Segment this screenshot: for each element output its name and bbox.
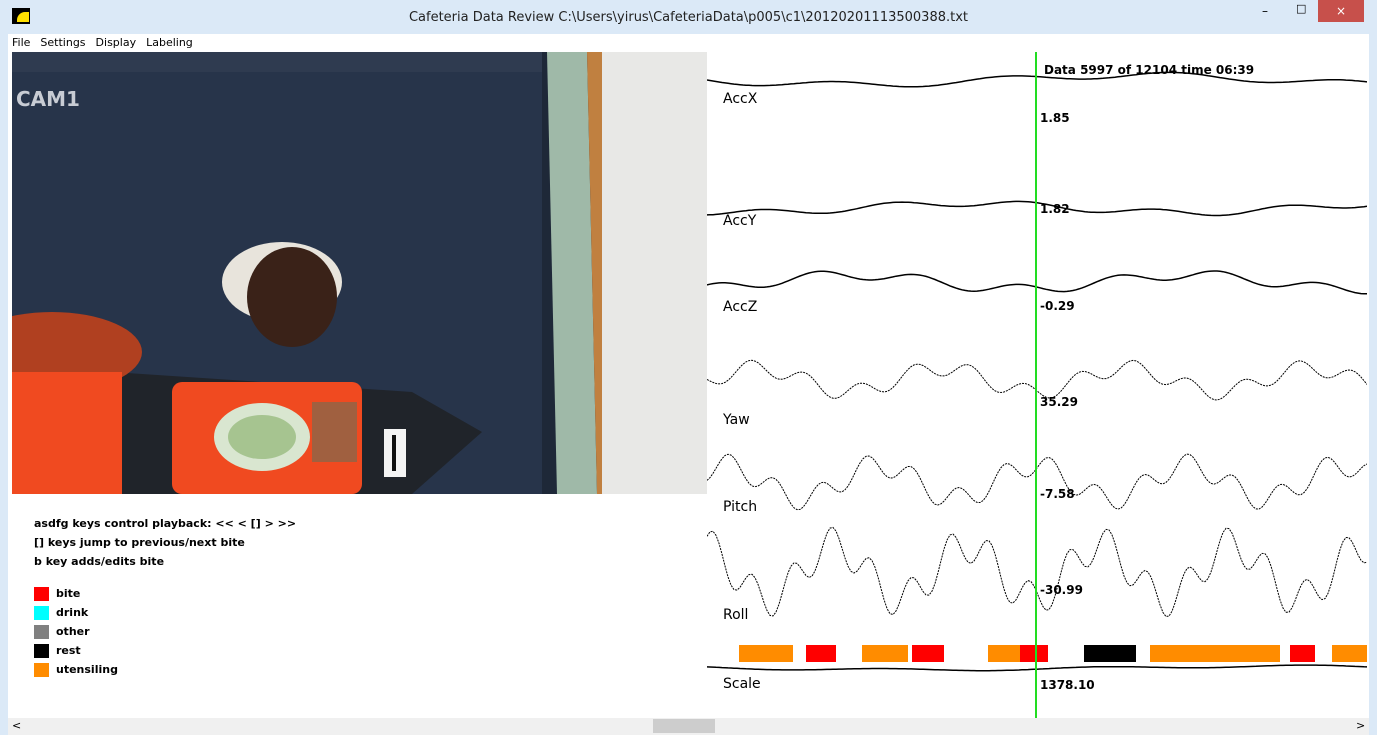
channel-label: AccX — [723, 91, 758, 107]
instruction-line: asdfg keys control playback: << < [] > >… — [34, 517, 297, 530]
legend-label: other — [56, 625, 90, 638]
legend-swatch — [34, 643, 49, 658]
legend-swatch — [34, 662, 49, 677]
legend-swatch — [34, 624, 49, 639]
legend-label: utensiling — [56, 663, 118, 676]
channel-label: Scale — [723, 676, 761, 692]
menu-item[interactable]: Settings — [40, 36, 86, 49]
video-frame: CAM1 — [12, 52, 707, 494]
scroll-thumb[interactable] — [653, 719, 715, 733]
channel-value: 1.85 — [1040, 111, 1070, 125]
channel-value: -30.99 — [1040, 583, 1083, 597]
window-title: Cafeteria Data Review C:\Users\yirus\Caf… — [408, 10, 969, 25]
channel-value: -7.58 — [1040, 487, 1075, 501]
label-bars — [739, 645, 1367, 662]
menu-item[interactable]: Display — [95, 36, 137, 49]
legend-label: bite — [56, 587, 81, 600]
legend-item: rest — [34, 641, 118, 660]
menu-item[interactable]: File — [12, 36, 31, 49]
legend-item: other — [34, 622, 118, 641]
maximize-button[interactable]: □ — [1296, 2, 1307, 15]
title-bar: Cafeteria Data Review C:\Users\yirus\Caf… — [0, 0, 1377, 34]
legend-item: drink — [34, 603, 118, 622]
legend-swatch — [34, 586, 49, 601]
signal-plot: Data 5997 of 12104 time 06:39 AccX 1.85 Ac… — [707, 52, 1367, 718]
channel-label: AccY — [723, 213, 757, 229]
legend-label: rest — [56, 644, 81, 657]
horizontal-scrollbar[interactable]: < > — [8, 718, 1369, 735]
legend-swatch — [34, 605, 49, 620]
legend-item: bite — [34, 584, 118, 603]
instruction-line: [] keys jump to previous/next bite — [34, 536, 245, 549]
legend-label: drink — [56, 606, 89, 619]
legend-item: utensiling — [34, 660, 118, 679]
signal-trace — [707, 359, 1367, 401]
channel-label: Pitch — [723, 499, 757, 515]
menu-item[interactable]: Labeling — [146, 36, 193, 49]
channel-label: Roll — [723, 607, 748, 623]
menu-bar: File Settings Display Labeling — [8, 34, 1369, 52]
channel-value: 35.29 — [1040, 395, 1078, 409]
channel-value: 1.82 — [1040, 202, 1070, 216]
channel-value: -0.29 — [1040, 299, 1075, 313]
status-text: Data 5997 of 12104 time 06:39 — [1044, 63, 1254, 77]
instruction-line: b key adds/edits bite — [34, 555, 165, 568]
legend: bite drink other rest utensiling — [34, 584, 118, 679]
app-icon — [12, 8, 30, 24]
minimize-button[interactable]: – — [1262, 4, 1268, 18]
camera-label: CAM1 — [16, 87, 80, 111]
close-button[interactable]: × — [1318, 0, 1364, 22]
instructions: asdfg keys control playback: << < [] > >… — [34, 514, 296, 571]
channel-label: AccZ — [723, 299, 757, 315]
channel-label: Yaw — [722, 412, 750, 428]
channel-value: 1378.10 — [1040, 678, 1095, 692]
